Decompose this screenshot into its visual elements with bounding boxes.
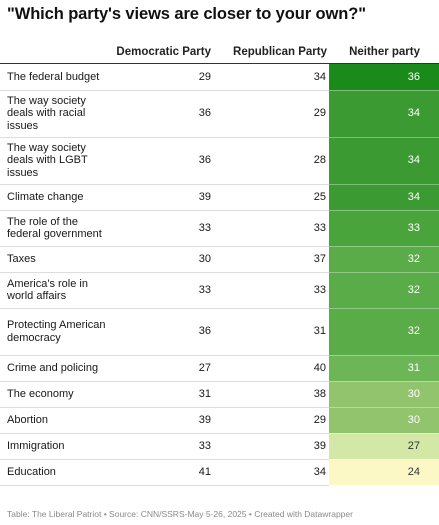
neither-value-cell: 32 (329, 272, 439, 309)
table-row: The economy 31 38 30 (0, 381, 439, 408)
row-label: Taxes (0, 246, 110, 273)
democratic-value-cell: 31 (110, 381, 212, 408)
row-label: The way society deals with racial issues (0, 90, 110, 138)
republican-value-cell: 39 (212, 433, 329, 460)
neither-value-cell: 27 (329, 433, 439, 460)
republican-value-cell: 28 (212, 137, 329, 185)
republican-value-cell: 31 (212, 308, 329, 356)
democratic-value-cell: 29 (110, 64, 212, 91)
column-header-republican: Republican Party (233, 46, 327, 58)
democratic-value-cell: 36 (110, 137, 212, 185)
table-row: Crime and policing 27 40 31 (0, 355, 439, 382)
table-row: The way society deals with racial issues… (0, 90, 439, 138)
republican-value-cell: 33 (212, 272, 329, 309)
democratic-value-cell: 36 (110, 308, 212, 356)
neither-value-cell: 34 (329, 184, 439, 211)
row-label: Crime and policing (0, 355, 110, 382)
row-label: Climate change (0, 184, 110, 211)
row-label: The federal budget (0, 64, 110, 91)
row-label: Protecting American democracy (0, 308, 110, 356)
row-label: The role of the federal government (0, 210, 110, 247)
democratic-value-cell: 41 (110, 459, 212, 486)
table-row: Abortion 39 29 30 (0, 407, 439, 434)
table-row: Climate change 39 25 34 (0, 184, 439, 211)
democratic-value-cell: 33 (110, 433, 212, 460)
column-header-democratic: Democratic Party (116, 46, 211, 58)
row-label: Abortion (0, 407, 110, 434)
democratic-value-cell: 33 (110, 272, 212, 309)
row-label: Education (0, 459, 110, 486)
neither-value-cell: 32 (329, 246, 439, 273)
chart-footer: Table: The Liberal Patriot • Source: CNN… (7, 509, 353, 519)
democratic-value-cell: 39 (110, 184, 212, 211)
neither-value-cell: 34 (329, 137, 439, 185)
republican-value-cell: 33 (212, 210, 329, 247)
democratic-value-cell: 33 (110, 210, 212, 247)
neither-value-cell: 30 (329, 407, 439, 434)
row-label: The economy (0, 381, 110, 408)
row-label: America's role in world affairs (0, 272, 110, 309)
neither-value-cell: 31 (329, 355, 439, 382)
table-row: Protecting American democracy 36 31 32 (0, 308, 439, 356)
row-label: Immigration (0, 433, 110, 460)
table-row: America's role in world affairs 33 33 32 (0, 272, 439, 309)
republican-value-cell: 25 (212, 184, 329, 211)
table-row: The federal budget 29 34 36 (0, 64, 439, 91)
democratic-value-cell: 27 (110, 355, 212, 382)
table-row: The role of the federal government 33 33 33 (0, 210, 439, 247)
republican-value-cell: 38 (212, 381, 329, 408)
republican-value-cell: 29 (212, 90, 329, 138)
neither-value-cell: 36 (329, 64, 439, 91)
table-row: The way society deals with LGBT issues 36… (0, 137, 439, 185)
header-divider (0, 63, 439, 64)
table-row: Immigration 33 39 27 (0, 433, 439, 460)
neither-value-cell: 33 (329, 210, 439, 247)
republican-value-cell: 37 (212, 246, 329, 273)
republican-value-cell: 40 (212, 355, 329, 382)
democratic-value-cell: 39 (110, 407, 212, 434)
row-label: The way society deals with LGBT issues (0, 137, 110, 185)
neither-value-cell: 34 (329, 90, 439, 138)
neither-value-cell: 32 (329, 308, 439, 356)
republican-value-cell: 34 (212, 459, 329, 486)
neither-value-cell: 24 (329, 459, 439, 486)
table-row: Taxes 30 37 32 (0, 246, 439, 273)
neither-value-cell: 30 (329, 381, 439, 408)
column-header-neither: Neither party (349, 46, 420, 58)
data-table: The federal budget 29 34 36 The way society … (0, 64, 439, 486)
republican-value-cell: 29 (212, 407, 329, 434)
democratic-value-cell: 36 (110, 90, 212, 138)
table-row: Education 41 34 24 (0, 459, 439, 486)
democratic-value-cell: 30 (110, 246, 212, 273)
republican-value-cell: 34 (212, 64, 329, 91)
chart-title: "Which party's views are closer to your … (7, 5, 366, 23)
